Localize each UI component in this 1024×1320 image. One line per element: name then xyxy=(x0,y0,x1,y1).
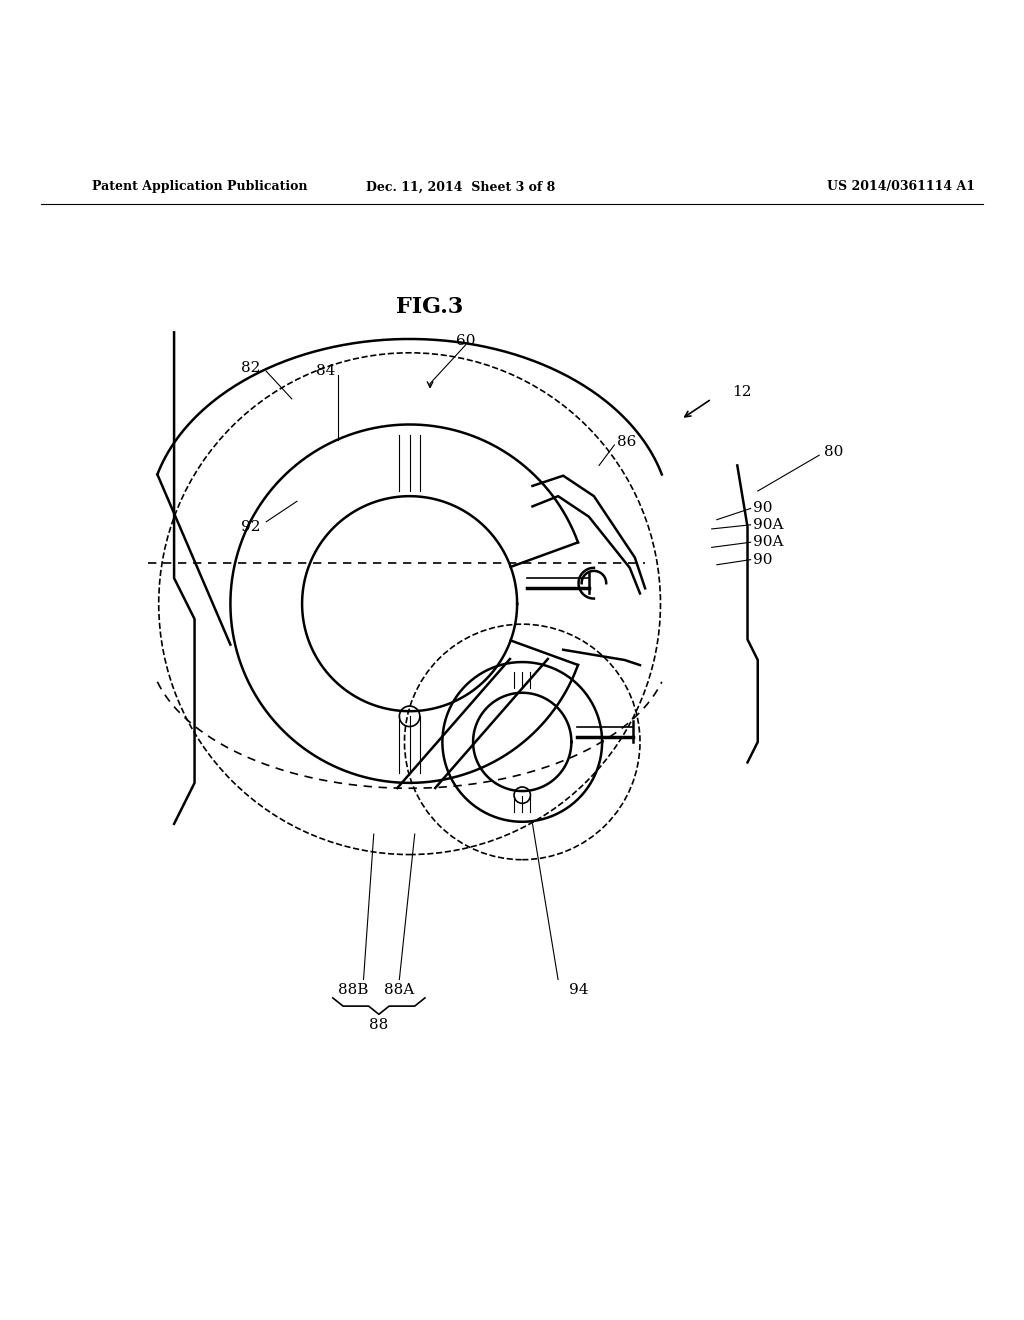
Text: 90A: 90A xyxy=(753,535,783,549)
Text: 88: 88 xyxy=(370,1018,388,1031)
Text: 94: 94 xyxy=(568,982,589,997)
Text: 90: 90 xyxy=(753,553,772,566)
Text: 92: 92 xyxy=(241,520,261,533)
Text: Dec. 11, 2014  Sheet 3 of 8: Dec. 11, 2014 Sheet 3 of 8 xyxy=(367,181,555,194)
Text: 86: 86 xyxy=(617,434,637,449)
Text: 82: 82 xyxy=(242,362,260,375)
Text: 88A: 88A xyxy=(384,982,415,997)
Text: 12: 12 xyxy=(732,384,752,399)
Text: US 2014/0361114 A1: US 2014/0361114 A1 xyxy=(827,181,975,194)
Text: Patent Application Publication: Patent Application Publication xyxy=(92,181,307,194)
Text: 90: 90 xyxy=(753,502,772,515)
Text: 80: 80 xyxy=(824,445,844,459)
Text: 90A: 90A xyxy=(753,517,783,532)
Text: FIG.3: FIG.3 xyxy=(396,296,464,318)
Text: 60: 60 xyxy=(456,334,476,347)
Text: 84: 84 xyxy=(316,364,335,379)
Text: 88B: 88B xyxy=(338,982,369,997)
